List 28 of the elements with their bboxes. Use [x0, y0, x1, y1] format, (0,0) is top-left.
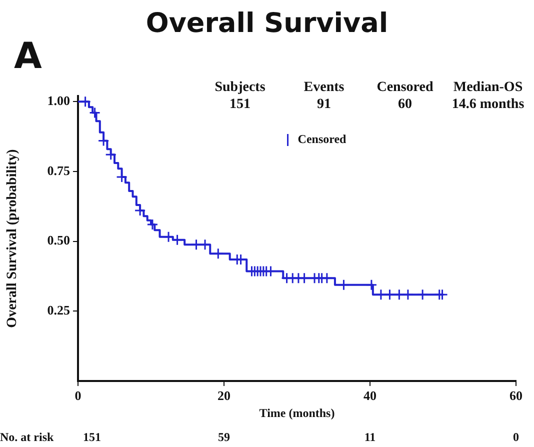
text: Events [304, 80, 344, 96]
y-tick-label: 0.50 [47, 232, 70, 248]
x-tick-label: 20 [218, 388, 230, 404]
text: 0 [513, 430, 519, 445]
text: 151 [83, 430, 101, 445]
text: Censored [376, 80, 434, 96]
chart-title: Overall Survival [146, 8, 388, 39]
y-tick-label: 0.75 [47, 162, 70, 178]
annotation: 14.6 months [452, 97, 524, 113]
y-axis-title: Overall Survival (probability) [5, 148, 20, 328]
annotation: 91 [317, 97, 331, 113]
y-tick-label: 0.25 [47, 302, 70, 318]
text: A [14, 36, 42, 77]
text: Median-OS [453, 80, 523, 96]
text: 59 [218, 430, 230, 445]
text: Subjects [214, 80, 266, 96]
x-tick-label: 60 [510, 388, 522, 404]
text: 11 [364, 430, 376, 445]
legend-label: Censored [298, 132, 347, 146]
annotation: 60 [398, 97, 412, 113]
text: No. at risk [0, 430, 54, 445]
annotation: 151 [230, 97, 250, 113]
point [89, 107, 101, 119]
x-tick-label: 0 [74, 388, 82, 404]
y-tick-label: 1.00 [47, 92, 70, 108]
point [146, 218, 158, 230]
x-axis-title: Time (months) [259, 406, 335, 420]
x-tick-label: 40 [364, 388, 376, 404]
